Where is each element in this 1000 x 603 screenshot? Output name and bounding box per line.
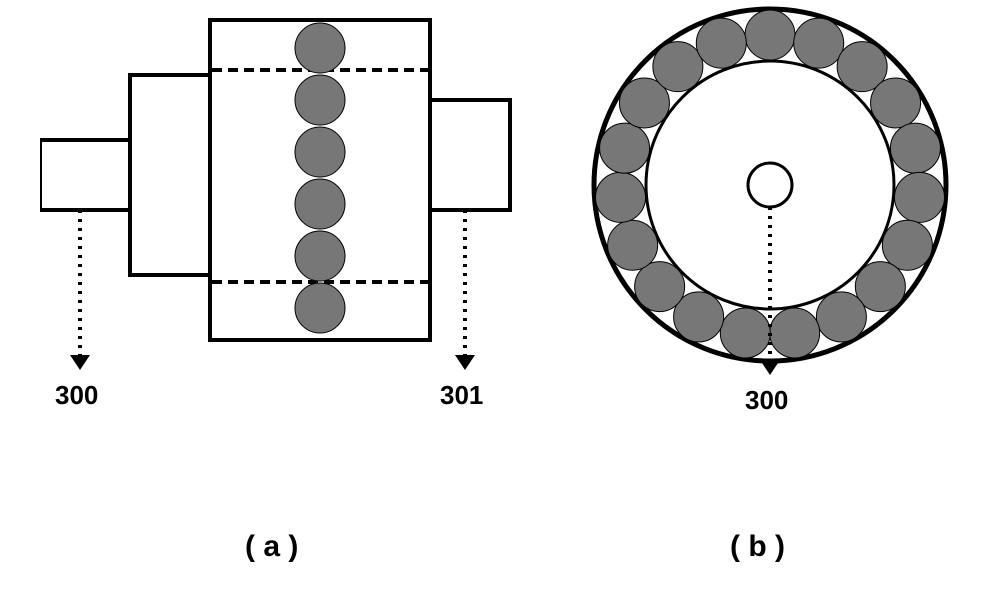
figure-a [40, 10, 530, 435]
figure-b-svg [590, 5, 960, 435]
figure-b-label: ( b ) [730, 530, 785, 564]
figure-a-ref-300: 300 [55, 380, 98, 411]
figure-a-ref-301: 301 [440, 380, 483, 411]
figure-a-label: ( a ) [245, 530, 298, 564]
figure-b-ref-300: 300 [745, 385, 788, 416]
figure-a-svg [40, 10, 530, 430]
figure-b [590, 5, 960, 440]
